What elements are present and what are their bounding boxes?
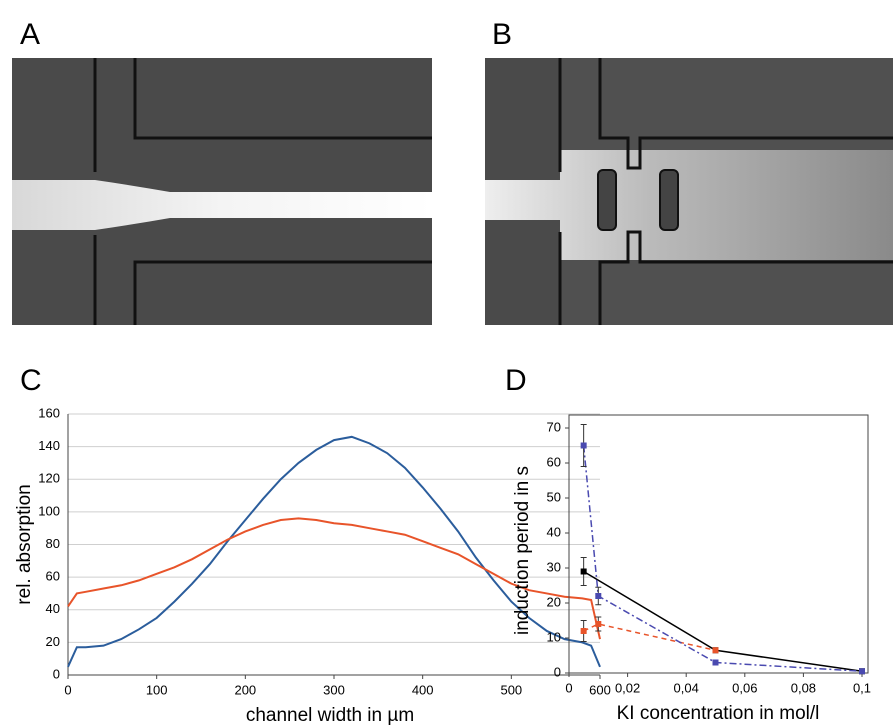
y-tick-label: 40	[46, 601, 60, 616]
data-point	[595, 621, 602, 627]
y-tick-label: 60	[46, 569, 60, 584]
data-line	[583, 570, 863, 672]
x-axis-label: KI concentration in mol/l	[617, 703, 820, 724]
x-tick-label: 300	[323, 682, 345, 697]
y-axis-label: induction period in s	[512, 466, 533, 635]
y-tick-label: 70	[547, 419, 561, 434]
panel-label: D	[505, 364, 527, 397]
y-tick-label: 140	[38, 438, 60, 453]
data-point	[712, 647, 719, 654]
data-line	[67, 517, 601, 640]
y-tick-label: 160	[38, 405, 60, 420]
data-line	[583, 623, 716, 651]
micrograph-b	[485, 58, 893, 325]
x-tick-label: 0,06	[732, 680, 757, 695]
x-tick-label: 600	[589, 682, 611, 697]
plot-frame	[568, 414, 869, 674]
micrograph-a	[12, 58, 432, 325]
x-tick-label: 400	[412, 682, 434, 697]
y-tick-label: 0	[53, 666, 60, 681]
y-tick-label: 120	[38, 471, 60, 486]
x-tick-label: 0	[565, 680, 572, 695]
data-point	[580, 568, 587, 575]
y-tick-label: 0	[554, 664, 561, 679]
y-tick-label: 50	[547, 489, 561, 504]
x-tick-label: 0,1	[853, 680, 871, 695]
x-tick-label: 200	[234, 682, 256, 697]
x-tick-label: 0,04	[674, 680, 699, 695]
y-axis-label: rel. absorption	[14, 484, 35, 604]
y-tick-label: 20	[46, 634, 60, 649]
y-tick-label: 10	[547, 629, 561, 644]
y-tick-label: 80	[46, 536, 60, 551]
y-tick-label: 30	[547, 559, 561, 574]
data-line	[582, 445, 863, 672]
data-point	[580, 628, 587, 634]
x-tick-label: 0,02	[615, 680, 640, 695]
y-tick-label: 40	[547, 524, 561, 539]
panel-label: B	[492, 18, 512, 51]
x-tick-label: 0,08	[791, 680, 816, 695]
data-point	[595, 593, 602, 599]
y-tick-label: 60	[547, 454, 561, 469]
x-tick-label: 100	[146, 682, 168, 697]
data-line	[67, 435, 601, 668]
y-tick-label: 20	[547, 594, 561, 609]
x-tick-label: 500	[500, 682, 522, 697]
x-tick-label: 0	[64, 682, 71, 697]
data-point	[712, 659, 719, 666]
y-tick-label: 100	[38, 503, 60, 518]
panel-label: C	[20, 364, 42, 397]
data-point	[580, 442, 587, 449]
x-axis-label: channel width in µm	[246, 705, 414, 725]
panel-label: A	[20, 18, 40, 51]
data-point	[859, 668, 865, 675]
